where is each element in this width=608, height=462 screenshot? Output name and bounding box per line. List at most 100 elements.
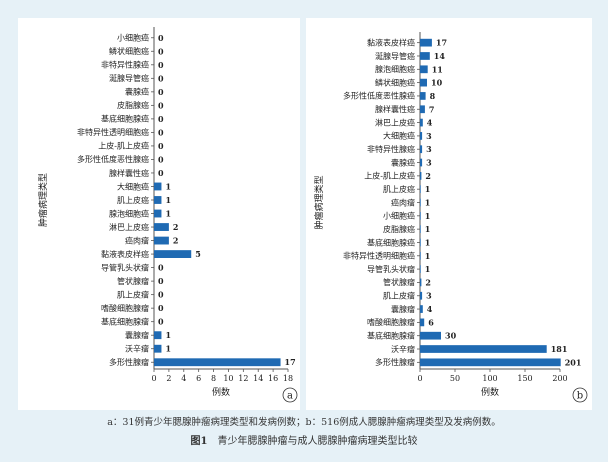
bar: [420, 118, 423, 127]
panel-label-circle: [572, 387, 588, 403]
data-label: 1: [165, 330, 171, 340]
x-tick-label: 14: [253, 374, 263, 383]
category-label: 腺泡细胞癌: [109, 208, 149, 218]
x-tick-label: 4: [181, 374, 186, 383]
x-tick-label: 8: [211, 374, 216, 383]
y-axis-title: 肿瘤病理类型: [37, 173, 49, 227]
data-label: 1: [425, 198, 431, 208]
category-label: 非特异性透明细胞癌: [343, 251, 415, 261]
data-label: 201: [565, 357, 582, 367]
data-label: 0: [158, 46, 164, 56]
data-label: 0: [158, 290, 164, 300]
category-label: 多形性腺瘤: [375, 357, 415, 367]
figure-title: 青少年腮腺肿瘤与成人腮腺肿瘤病理类型比较: [217, 436, 418, 447]
bar: [154, 344, 162, 353]
bar: [420, 318, 425, 327]
bar: [420, 251, 421, 260]
x-tick-label: 50: [450, 374, 460, 383]
data-label: 1: [165, 344, 171, 354]
data-label: 8: [430, 91, 436, 101]
bar: [154, 236, 169, 245]
data-label: 0: [158, 276, 164, 286]
category-label: 导管乳头状瘤: [367, 264, 415, 274]
category-label: 腺样囊性癌: [109, 168, 149, 178]
chart-a: 小细胞癌 0 鳞状细胞癌 0 非特异性腺癌 0 涎腺导管癌 0 囊腺癌 0 皮脂腺癌 0 基底细胞腺癌 0…: [37, 27, 298, 403]
data-label: 2: [173, 222, 179, 232]
data-label: 0: [158, 317, 164, 327]
figure-subtitle: a：31例青少年腮腺肿瘤病理类型和发病例数；b：516例成人腮腺肿瘤病理类型及发…: [107, 417, 501, 428]
category-label: 淋巴上皮癌: [109, 222, 149, 232]
category-label: 管状腺瘤: [383, 277, 415, 287]
x-tick-label: 16: [268, 374, 278, 383]
bar: [420, 132, 423, 140]
category-label: 非特异性透明细胞癌: [77, 127, 149, 137]
category-label: 多形性低度恶性腺癌: [343, 91, 415, 101]
x-tick-label: 200: [552, 374, 567, 383]
category-label: 导管乳头状瘤: [101, 262, 149, 272]
data-label: 3: [426, 144, 432, 154]
data-label: 7: [429, 104, 435, 114]
bar: [420, 305, 423, 313]
data-label: 11: [432, 64, 443, 74]
category-label: 囊腺瘤: [391, 304, 415, 314]
category-label: 嗜酸细胞腺瘤: [367, 317, 415, 327]
bar: [420, 265, 421, 273]
category-label: 大细胞癌: [117, 181, 149, 191]
x-tick-label: 2: [166, 374, 171, 383]
data-label: 1: [425, 237, 431, 247]
x-tick-label: 12: [238, 374, 248, 383]
x-tick-label: 0: [151, 374, 156, 383]
category-label: 嗜酸细胞腺瘤: [101, 303, 149, 313]
data-label: 0: [158, 141, 164, 151]
category-label: 癌肉瘤: [391, 197, 415, 207]
chart-panel-a: 小细胞癌 0 鳞状细胞癌 0 非特异性腺癌 0 涎腺导管癌 0 囊腺癌 0 皮脂腺癌 0 基底细胞腺癌 0…: [18, 18, 300, 410]
bar: [420, 78, 427, 87]
category-label: 囊腺癌: [125, 87, 149, 97]
bar: [420, 145, 423, 154]
data-label: 3: [426, 158, 432, 168]
data-label: 17: [285, 357, 296, 367]
category-label: 涎腺导管癌: [375, 51, 415, 61]
x-axis-title: 例数: [481, 386, 499, 398]
category-label: 上皮-肌上皮癌: [364, 171, 415, 181]
data-label: 17: [436, 38, 447, 48]
data-label: 1: [425, 264, 431, 274]
bar: [154, 223, 169, 231]
bar: [154, 182, 162, 191]
data-label: 4: [427, 304, 433, 314]
bar: [420, 105, 425, 114]
bar: [420, 198, 421, 207]
category-label: 黏液表皮样癌: [367, 37, 415, 47]
x-tick-label: 100: [482, 374, 497, 383]
category-label: 沃辛瘤: [391, 344, 415, 354]
category-label: 基底细胞腺瘤: [367, 331, 415, 341]
category-label: 管状腺瘤: [117, 276, 149, 286]
x-tick-label: 6: [196, 374, 201, 383]
category-label: 多形性腺瘤: [109, 357, 149, 367]
y-axis-title: 肿瘤病理类型: [313, 175, 325, 229]
category-label: 鳞状细胞癌: [375, 77, 415, 87]
category-label: 涎腺导管癌: [109, 73, 149, 83]
data-label: 181: [551, 344, 568, 354]
data-label: 1: [425, 224, 431, 234]
data-label: 1: [165, 209, 171, 219]
data-label: 3: [426, 291, 432, 301]
category-label: 腺泡细胞癌: [375, 64, 415, 74]
bar: [420, 171, 422, 180]
category-label: 小细胞癌: [117, 33, 149, 43]
category-label: 肌上皮瘤: [383, 291, 415, 301]
category-label: 肌上皮癌: [383, 184, 415, 194]
panel-label: a: [287, 391, 293, 402]
bar: [154, 209, 162, 218]
figure-caption: 图1 青少年腮腺肿瘤与成人腮腺肿瘤病理类型比较: [0, 432, 608, 447]
bar: [420, 225, 421, 234]
category-label: 皮脂腺癌: [383, 224, 415, 234]
bar: [420, 52, 430, 60]
category-label: 肌上皮瘤: [117, 289, 149, 299]
data-label: 0: [158, 303, 164, 313]
data-label: 1: [165, 195, 171, 205]
category-label: 沃辛瘤: [125, 344, 149, 354]
bar: [154, 196, 162, 204]
bar: [420, 158, 423, 167]
data-label: 0: [158, 127, 164, 137]
